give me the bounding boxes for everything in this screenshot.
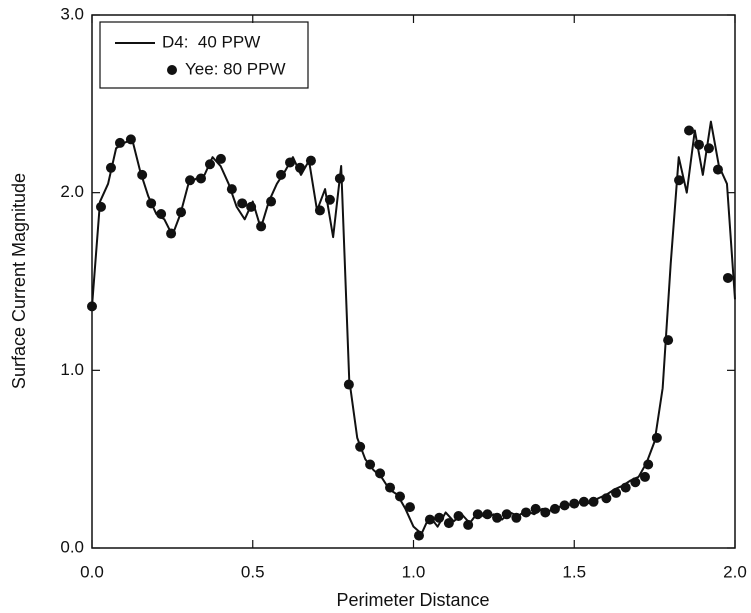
- data-point: [578, 496, 589, 507]
- data-point: [601, 493, 612, 504]
- x-tick-label: 0.0: [80, 562, 104, 581]
- data-point: [166, 228, 177, 239]
- data-point: [343, 379, 354, 390]
- data-point: [463, 519, 474, 530]
- data-point: [530, 503, 541, 514]
- data-point: [226, 184, 237, 195]
- data-point: [156, 208, 167, 219]
- x-tick-label: 0.5: [241, 562, 265, 581]
- data-point: [334, 173, 345, 184]
- data-point: [453, 511, 464, 522]
- data-point: [114, 137, 125, 148]
- data-point: [324, 194, 335, 205]
- data-point: [424, 514, 435, 525]
- data-point: [195, 173, 206, 184]
- y-tick-label: 1.0: [60, 360, 84, 379]
- data-point: [501, 509, 512, 520]
- data-point: [651, 432, 662, 443]
- x-tick-label: 2.0: [723, 562, 747, 581]
- data-point: [693, 139, 704, 150]
- plot-frame: [91, 14, 736, 549]
- data-point: [712, 164, 723, 175]
- data-point: [266, 196, 277, 207]
- data-point: [643, 459, 654, 470]
- data-point: [540, 507, 551, 518]
- data-point: [482, 509, 493, 520]
- legend-label: D4: 40 PPW: [162, 32, 260, 51]
- data-point: [588, 496, 599, 507]
- legend-label: Yee: 80 PPW: [185, 59, 286, 78]
- data-point: [176, 207, 187, 218]
- data-point: [96, 201, 107, 212]
- y-tick-label: 0.0: [60, 537, 84, 556]
- data-point: [413, 530, 424, 541]
- data-point: [443, 518, 454, 529]
- y-tick-label: 2.0: [60, 182, 84, 201]
- data-point: [722, 272, 733, 283]
- data-point: [285, 157, 296, 168]
- data-point: [365, 459, 376, 470]
- data-point: [569, 498, 580, 509]
- data-point: [674, 175, 685, 186]
- data-point: [215, 153, 226, 164]
- data-point: [276, 169, 287, 180]
- y-tick-label: 3.0: [60, 4, 84, 23]
- x-axis-title: Perimeter Distance: [336, 590, 489, 610]
- data-point: [492, 512, 503, 523]
- data-point: [305, 155, 316, 166]
- data-point: [404, 502, 415, 513]
- data-point: [639, 471, 650, 482]
- data-point: [385, 482, 396, 493]
- x-tick-label: 1.5: [562, 562, 586, 581]
- data-point: [355, 441, 366, 452]
- data-point: [630, 477, 641, 488]
- x-tick-label: 1.0: [402, 562, 426, 581]
- data-point: [375, 468, 386, 479]
- data-point: [663, 335, 674, 346]
- data-point: [472, 509, 483, 520]
- data-point: [511, 512, 522, 523]
- data-point: [314, 205, 325, 216]
- data-point: [549, 503, 560, 514]
- data-point: [295, 162, 306, 173]
- data-point: [125, 134, 136, 145]
- data-point: [185, 175, 196, 186]
- data-point: [246, 201, 257, 212]
- data-point: [611, 487, 622, 498]
- data-point: [137, 169, 148, 180]
- data-point: [620, 482, 631, 493]
- data-point: [256, 221, 267, 232]
- data-point: [204, 159, 215, 170]
- data-point: [394, 491, 405, 502]
- data-point: [146, 198, 157, 209]
- data-point: [434, 512, 445, 523]
- data-point: [559, 500, 570, 511]
- data-point: [703, 143, 714, 154]
- data-point: [521, 507, 532, 518]
- legend-marker: [167, 65, 177, 75]
- data-point: [105, 162, 116, 173]
- y-axis-title: Surface Current Magnitude: [9, 173, 29, 389]
- data-point: [237, 198, 248, 209]
- data-point: [87, 301, 97, 312]
- data-point: [684, 125, 695, 136]
- legend-box: [99, 21, 309, 89]
